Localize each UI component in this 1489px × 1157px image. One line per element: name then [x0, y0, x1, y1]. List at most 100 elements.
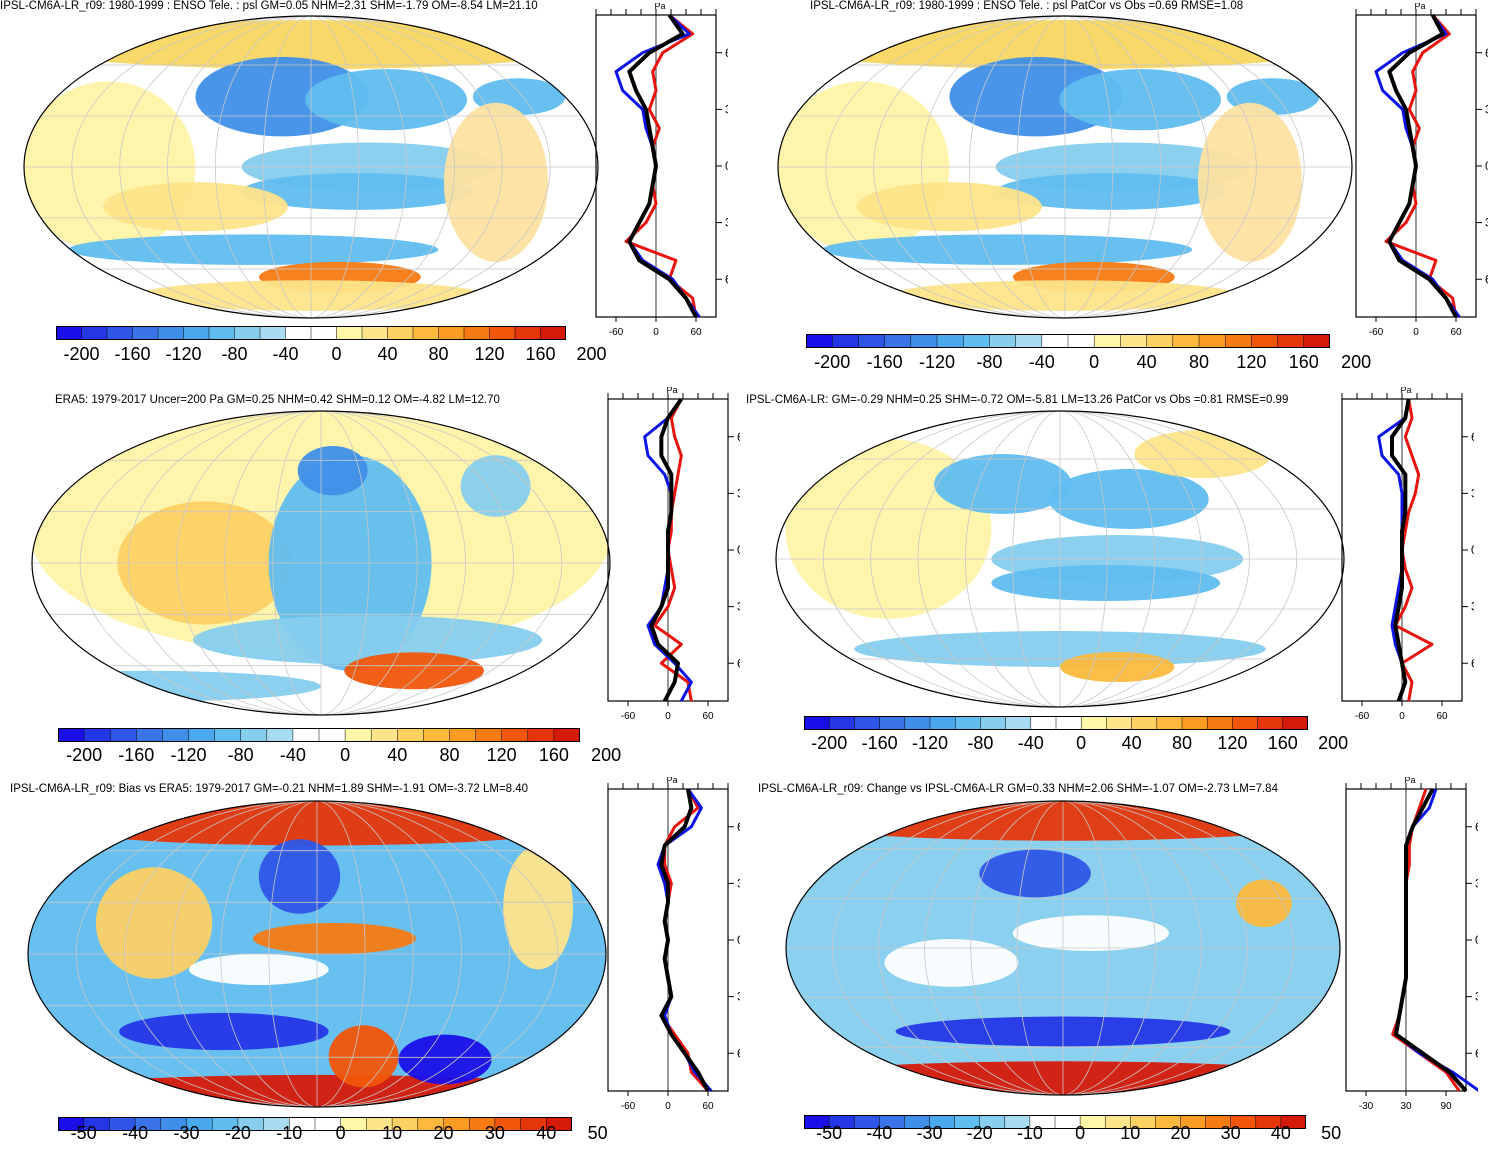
- colorbar-label: 50: [1321, 1123, 1342, 1143]
- meridian-line: [1059, 411, 1250, 707]
- meridian-line: [917, 411, 1061, 707]
- colorbar-label: -120: [170, 745, 207, 765]
- x-tick-label: 0: [1413, 327, 1419, 338]
- colorbar-label: -50: [70, 1123, 97, 1143]
- lat-label: 60N: [1475, 820, 1478, 834]
- meridian-line: [124, 801, 318, 1107]
- colorbar-swatch: [1093, 334, 1122, 348]
- panel-title: IPSL-CM6A-LR: GM=-0.29 NHM=0.25 SHM=-0.7…: [746, 394, 1289, 406]
- colorbar: [804, 716, 1308, 730]
- colorbar-swatch: [1282, 716, 1308, 730]
- colorbar-label: -80: [976, 352, 1003, 372]
- meridian-line: [870, 411, 1061, 707]
- meridian-line: [310, 16, 503, 318]
- colorbar-swatch: [136, 728, 164, 742]
- field-region: [188, 954, 329, 985]
- meridian-line: [316, 801, 366, 1107]
- meridian-line: [970, 801, 1064, 1095]
- colorbar-label: 0: [1089, 352, 1100, 372]
- x-tick-label: 60: [1450, 327, 1462, 338]
- colorbar-label: -40: [122, 1123, 149, 1143]
- colorbar-swatch: [546, 1117, 572, 1131]
- field-region: [297, 445, 368, 496]
- meridian-line: [310, 16, 408, 318]
- meridian-line: [873, 16, 1066, 318]
- colorbar-labels: -200 -160 -120 -80 -40 0 40 80 120 160 200: [804, 733, 1348, 755]
- zonal-profile: Pa 60N 30N 0 30S 60S -30 30 90: [1345, 777, 1478, 1112]
- x-tick-label: -30: [1359, 1101, 1374, 1112]
- map: [23, 15, 599, 319]
- map: [785, 800, 1341, 1096]
- colorbar-swatch: [1257, 716, 1284, 730]
- colorbar-swatch: [1120, 334, 1148, 348]
- field-region: [822, 234, 1193, 265]
- panel-5: IPSL-CM6A-LR_r09: Bias vs ERA5: 1979-201…: [0, 775, 744, 1157]
- colorbar-swatch: [980, 716, 1007, 730]
- colorbar-label: 30: [1220, 1123, 1241, 1143]
- colorbar-swatch: [910, 334, 938, 348]
- zonal-profile: Pa 6 3 0 3 6 -60 0 60: [1355, 3, 1488, 338]
- colorbar-label: 160: [538, 745, 569, 765]
- colorbar-swatch: [318, 728, 346, 742]
- colorbar-label: -200: [814, 352, 851, 372]
- meridian-line: [310, 16, 551, 318]
- profile-black-line: [649, 397, 683, 702]
- colorbar-swatch: [540, 326, 566, 340]
- lat-label: 0: [1475, 933, 1478, 947]
- colorbar-swatch: [240, 728, 268, 742]
- meridian-line: [316, 801, 510, 1107]
- colorbar-labels: -50 -40 -30 -20 -10 0 10 20 30 40 50: [58, 1123, 608, 1145]
- x-tick-label: -60: [1355, 711, 1370, 722]
- colorbar-swatch: [1280, 1115, 1306, 1129]
- colorbar-label: -120: [918, 352, 956, 372]
- lat-label: 60S: [725, 272, 728, 286]
- colorbar-swatch: [475, 728, 503, 742]
- colorbar-label: 40: [1121, 733, 1142, 753]
- map: [777, 15, 1353, 319]
- colorbar-frame: [56, 326, 566, 340]
- meridian-line: [316, 801, 559, 1107]
- colorbar-label: 40: [536, 1123, 557, 1143]
- colorbar-swatch: [879, 716, 906, 730]
- colorbar-swatch: [1080, 716, 1108, 730]
- colorbar-swatch: [423, 728, 451, 742]
- colorbar-label: 120: [1236, 352, 1267, 372]
- colorbar-swatch: [285, 326, 312, 340]
- field-region: [192, 615, 543, 665]
- meridian-line: [79, 411, 322, 715]
- colorbar-label: -200: [66, 745, 103, 765]
- colorbar-swatch: [1030, 716, 1057, 730]
- colorbar-swatch: [489, 326, 516, 340]
- x-tick-label: -60: [609, 327, 624, 338]
- colorbar-label: 200: [1341, 352, 1372, 372]
- profile-black-line: [659, 788, 710, 1092]
- colorbar-swatch: [56, 326, 83, 340]
- colorbar-swatch: [188, 728, 216, 742]
- colorbar-labels: -50 -40 -30 -20 -10 0 10 20 30 40 50: [804, 1123, 1341, 1145]
- colorbar-label: -80: [967, 733, 994, 753]
- colorbar-frame: [58, 1117, 572, 1131]
- map-outline: [777, 15, 1353, 319]
- field-region: [991, 565, 1221, 601]
- meridian-line: [921, 16, 1066, 318]
- colorbar-swatch: [1198, 334, 1226, 348]
- x-tick-label: -60: [621, 711, 636, 722]
- field-region: [328, 1025, 399, 1088]
- zonal-profile: Pa 60N 30N 0 30S 60S -60 0 60: [595, 3, 728, 338]
- x-tick-label: 60: [1436, 711, 1448, 722]
- colorbar-label: 120: [474, 344, 505, 364]
- meridian-line: [75, 801, 318, 1107]
- colorbar-label: 20: [433, 1123, 454, 1143]
- lat-label: 0: [1485, 159, 1488, 173]
- meridian-line: [320, 411, 370, 715]
- meridian-line: [310, 16, 360, 318]
- colorbar-swatch: [361, 326, 389, 340]
- colorbar-swatch: [397, 728, 425, 742]
- lat-label: 30N: [737, 486, 740, 500]
- colorbar-label: 10: [382, 1123, 403, 1143]
- field-region: [95, 867, 213, 979]
- lat-label: 60N: [737, 430, 740, 444]
- meridian-line: [310, 16, 455, 318]
- panel-title: IPSL-CM6A-LR_r09: Change vs IPSL-CM6A-LR…: [758, 783, 1278, 795]
- lat-label: 3: [1485, 216, 1488, 230]
